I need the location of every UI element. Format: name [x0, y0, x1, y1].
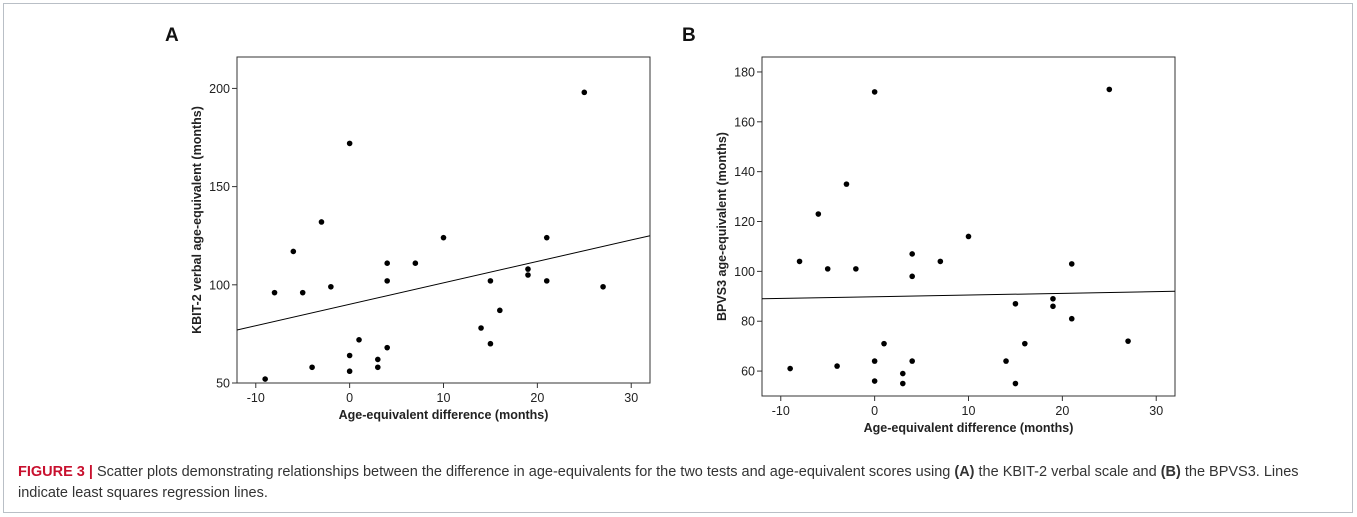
data-point: [262, 376, 268, 382]
panel-label-b: B: [682, 25, 696, 46]
data-point: [440, 234, 447, 241]
x-tick-label: 10: [962, 404, 976, 418]
x-axis-title: Age-equivalent difference (months): [339, 408, 549, 422]
figure-caption: FIGURE 3 | Scatter plots demonstrating r…: [18, 462, 1338, 504]
data-point: [318, 219, 325, 225]
x-tick-label: 30: [624, 391, 638, 405]
data-point: [412, 260, 419, 267]
data-point: [834, 363, 840, 369]
caption-figure-label: FIGURE 3 |: [18, 464, 93, 480]
y-tick-label: 100: [209, 278, 230, 292]
data-point: [1050, 295, 1056, 302]
x-tick-label: 10: [437, 391, 451, 405]
x-axis-title: Age-equivalent difference (months): [864, 421, 1074, 435]
data-point: [853, 266, 859, 272]
data-point: [384, 344, 390, 351]
y-axis-title: BPVS3 age-equivalent (months): [715, 132, 729, 321]
data-point: [328, 283, 334, 290]
x-tick-label: 0: [346, 391, 353, 405]
regression-line: [761, 290, 1176, 300]
data-point: [1012, 380, 1019, 387]
y-tick-label: 120: [734, 215, 755, 229]
data-point: [937, 258, 944, 265]
caption-text-3: the BPVS3. Lines indicate least squares …: [18, 464, 1299, 501]
data-point: [843, 181, 850, 187]
data-point: [309, 364, 315, 371]
data-point: [796, 258, 803, 265]
data-point: [899, 370, 906, 377]
regression-line: [236, 235, 651, 331]
x-tick-label: -10: [247, 391, 265, 405]
data-point: [374, 356, 381, 363]
data-point: [384, 260, 390, 267]
plot-frame-b: [761, 56, 1176, 397]
y-tick-label: 140: [734, 165, 755, 179]
data-point: [543, 278, 550, 284]
y-tick-label: 160: [734, 115, 755, 129]
data-point: [487, 340, 494, 347]
data-point: [871, 89, 878, 95]
data-point: [271, 289, 278, 296]
caption-text-2: the KBIT-2 verbal scale and: [974, 464, 1161, 480]
panel-label-a: A: [165, 25, 179, 46]
data-point: [787, 365, 793, 372]
plot-frame-a: [236, 56, 651, 384]
y-tick-label: 180: [734, 65, 755, 79]
data-point: [1068, 315, 1075, 322]
data-point: [1012, 300, 1019, 307]
data-point: [290, 248, 297, 255]
y-tick-label: 50: [216, 377, 230, 391]
data-point: [384, 278, 390, 284]
data-point: [374, 364, 381, 371]
caption-marker-b: (B): [1160, 464, 1181, 480]
data-point: [909, 358, 915, 364]
data-point: [1003, 358, 1009, 364]
data-point: [346, 368, 353, 375]
y-tick-label: 200: [209, 82, 230, 96]
data-point: [881, 340, 887, 347]
data-point: [543, 234, 550, 241]
data-point: [525, 266, 531, 272]
caption-marker-a: (A): [954, 464, 975, 480]
data-point: [487, 278, 494, 284]
data-point: [965, 233, 972, 240]
scatter-plot-a: -10 0 10 20 30 50 100 150 200 Age-equivalent diff…: [190, 56, 651, 422]
data-point: [356, 336, 362, 343]
x-tick-label: 20: [530, 391, 544, 405]
x-tick-label: -10: [772, 404, 790, 418]
data-point: [497, 307, 503, 314]
data-point: [1125, 338, 1131, 344]
data-point: [871, 358, 878, 364]
data-point: [581, 89, 588, 96]
data-point: [871, 378, 878, 384]
data-point: [909, 273, 915, 280]
data-point: [346, 352, 353, 359]
data-point: [815, 211, 822, 217]
y-tick-label: 100: [734, 265, 755, 279]
data-point: [899, 380, 906, 387]
y-tick-label: 150: [209, 180, 230, 194]
caption-text-1: Scatter plots demonstrating relationship…: [92, 464, 955, 480]
x-tick-label: 30: [1149, 404, 1163, 418]
data-point: [299, 289, 306, 296]
x-tick-label: 0: [871, 404, 878, 418]
data-point: [346, 140, 353, 147]
data-point: [1106, 86, 1113, 93]
y-tick-label: 80: [741, 315, 755, 329]
scatter-plot-b: -10 0 10 20 30 60 80 100 120 140 160 180 Age-equival…: [715, 56, 1176, 435]
data-point: [600, 283, 606, 290]
data-point: [1050, 303, 1056, 310]
data-point: [1068, 261, 1075, 267]
data-point: [824, 266, 831, 272]
figure-frame: [3, 3, 1353, 513]
data-point: [525, 272, 531, 278]
data-point: [478, 325, 484, 331]
y-tick-label: 60: [741, 365, 755, 379]
x-tick-label: 20: [1055, 404, 1069, 418]
data-point: [909, 251, 915, 257]
data-point: [1022, 340, 1028, 347]
y-axis-title: KBIT-2 verbal age-equivalent (months): [190, 106, 204, 334]
